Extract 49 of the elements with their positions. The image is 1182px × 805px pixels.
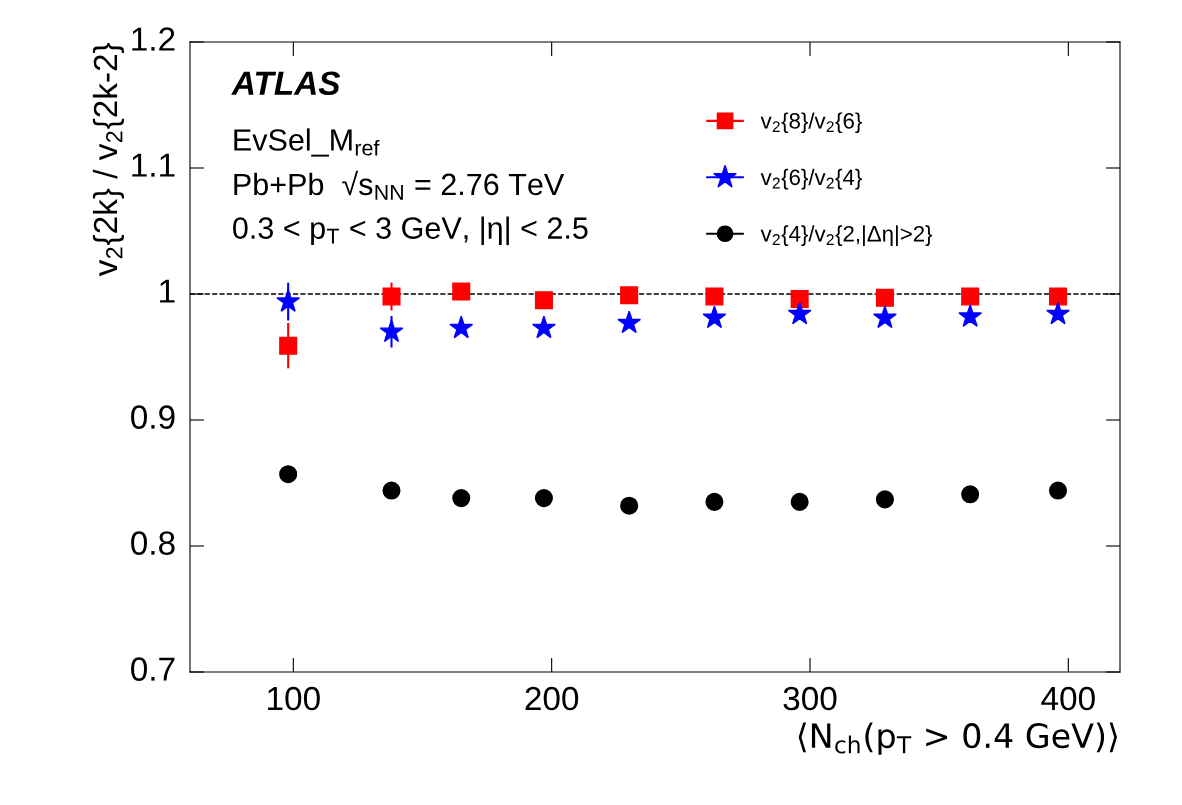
legend-label: v$_{2}${4}/v$_{2}${2,|Δη|>2} [760,225,933,247]
point [279,336,298,355]
y-tick-label: 1.2 [132,27,175,51]
point [531,315,556,339]
point [382,287,401,306]
point [452,489,471,508]
y-axis-title: v$_{2}${2k} / v$_{2}${2k-2} [92,42,124,277]
annotation: ATLAS [231,71,341,96]
point [790,492,809,511]
point [787,301,812,325]
point [961,287,980,306]
x-axis-title: ⟨N$_{ch}$(p$_{T}$ > 0.4 GeV)⟩ [798,722,1117,755]
y-tick-label: 0.9 [131,405,175,429]
point [449,315,474,339]
annotation: EvSel_M$_{ref}$ [234,128,380,157]
legend-label: v$_{2}${6}/v$_{2}${4} [760,168,862,190]
point [1048,481,1068,500]
point [1048,287,1068,306]
annotation: 0.3 < p$_{T}$ < 3 GeV, |η| < 2.5 [233,216,588,246]
point [534,291,553,310]
point [279,465,298,484]
point [1046,301,1070,325]
legend-label: v$_{2}${8}/v$_{2}${6} [760,112,862,134]
x-tick-label: 200 [525,686,579,711]
point [705,492,724,511]
point [875,490,894,509]
point [620,286,639,305]
y-tick-label: 1.1 [132,153,175,177]
x-tick-label: 300 [783,686,837,711]
y-tick-label: 1 [160,279,175,303]
x-tick-label: 400 [1041,686,1095,711]
point [875,288,894,307]
point [702,305,727,329]
point [961,485,980,504]
point [382,481,401,500]
y-tick-label: 0.7 [131,657,175,681]
point [790,290,809,309]
point [958,304,983,327]
x-tick-label: 100 [268,686,320,711]
annotation: Pb+Pb √s$_{NN}$ = 2.76 TeV [234,170,565,200]
point [705,287,724,306]
point [534,489,553,508]
point [452,282,471,301]
point [276,289,301,312]
point [379,319,404,343]
point [620,496,639,515]
y-tick-label: 0.8 [131,531,175,555]
point [617,310,642,334]
point [872,305,897,329]
